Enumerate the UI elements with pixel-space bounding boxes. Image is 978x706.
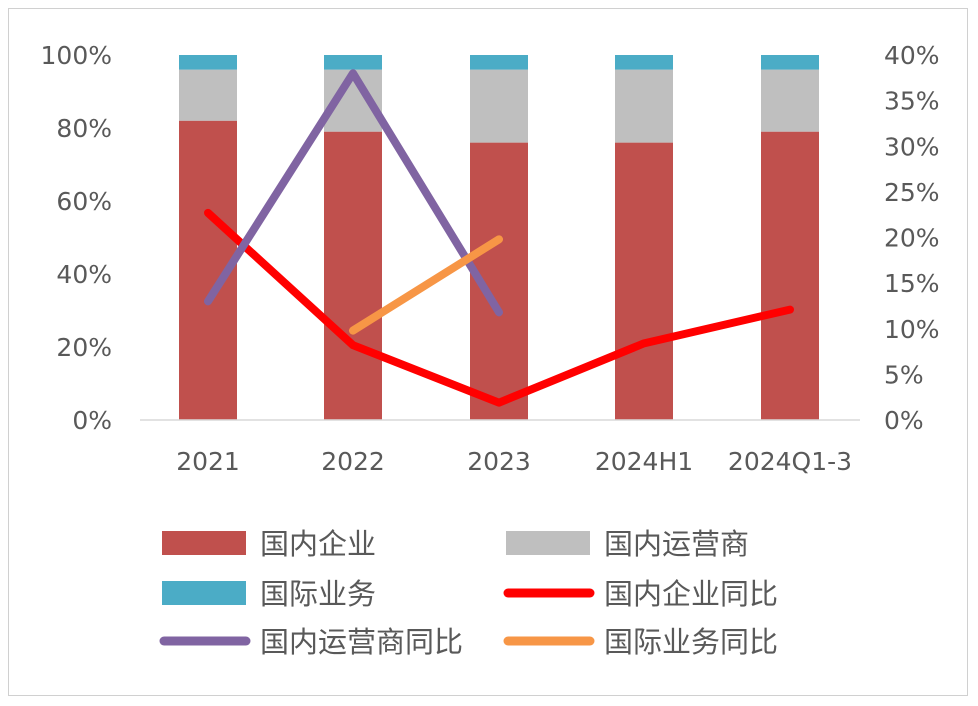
bar-segment-1-0 [179,69,237,121]
bar-segment-1-3 [615,69,673,143]
legend-label: 国内运营商 [604,527,749,561]
lines-layer [204,69,794,407]
bar-segment-0-1 [324,131,382,420]
right-tick-label: 20% [884,224,940,253]
legend-swatch [506,531,590,555]
left-tick-label: 80% [56,114,112,143]
right-tick-label: 30% [884,132,940,161]
x-axis: 2021 2022 2023 2024H1 2024Q1-3 [176,447,852,476]
right-tick-label: 35% [884,87,940,116]
bar-segment-2-1 [324,55,382,70]
legend-item: 国际业务 [162,577,376,611]
right-tick-label: 10% [884,315,940,344]
left-tick-label: 0% [72,406,112,435]
legend-item: 国内运营商同比 [159,625,463,659]
legend-label: 国内企业同比 [604,577,778,611]
legend-item: 国内企业同比 [503,577,778,611]
x-tick-label: 2022 [321,447,385,476]
x-tick-label: 2024H1 [595,447,693,476]
bar-segment-0-4 [761,131,819,420]
legend-item: 国际业务同比 [503,625,778,659]
x-tick-label: 2023 [467,447,531,476]
left-tick-label: 20% [56,333,112,362]
right-tick-label: 15% [884,269,940,298]
legend-item: 国内企业 [162,527,376,561]
line-series-0 [204,208,794,407]
legend-swatch [162,531,246,555]
right-tick-label: 40% [884,41,940,70]
legend-item: 国内运营商 [506,527,749,561]
left-tick-label: 60% [56,187,112,216]
legend-label: 国内运营商同比 [260,625,463,659]
right-tick-label: 5% [884,360,924,389]
right-axis: 0% 5% 10% 15% 20% 25% 30% 35% 40% [884,41,940,435]
bar-segment-0-3 [615,142,673,420]
left-tick-label: 40% [56,260,112,289]
left-axis: 0% 20% 40% 60% 80% 100% [41,41,112,435]
left-tick-label: 100% [41,41,112,70]
legend-swatch [162,581,246,605]
bar-segment-1-2 [470,69,528,143]
x-tick-label: 2024Q1-3 [728,447,852,476]
right-tick-label: 25% [884,178,940,207]
bar-segment-1-4 [761,69,819,132]
bar-segment-2-3 [615,55,673,70]
line-series-1 [204,69,503,317]
line-series-2 [349,235,503,335]
bar-segment-2-2 [470,55,528,70]
legend-label: 国内企业 [260,527,376,561]
bar-segment-2-4 [761,55,819,70]
x-tick-label: 2021 [176,447,240,476]
bars-layer [179,55,819,420]
legend-label: 国际业务同比 [604,625,778,659]
right-tick-label: 0% [884,406,924,435]
bar-segment-2-0 [179,55,237,70]
legend-label: 国际业务 [260,577,376,611]
